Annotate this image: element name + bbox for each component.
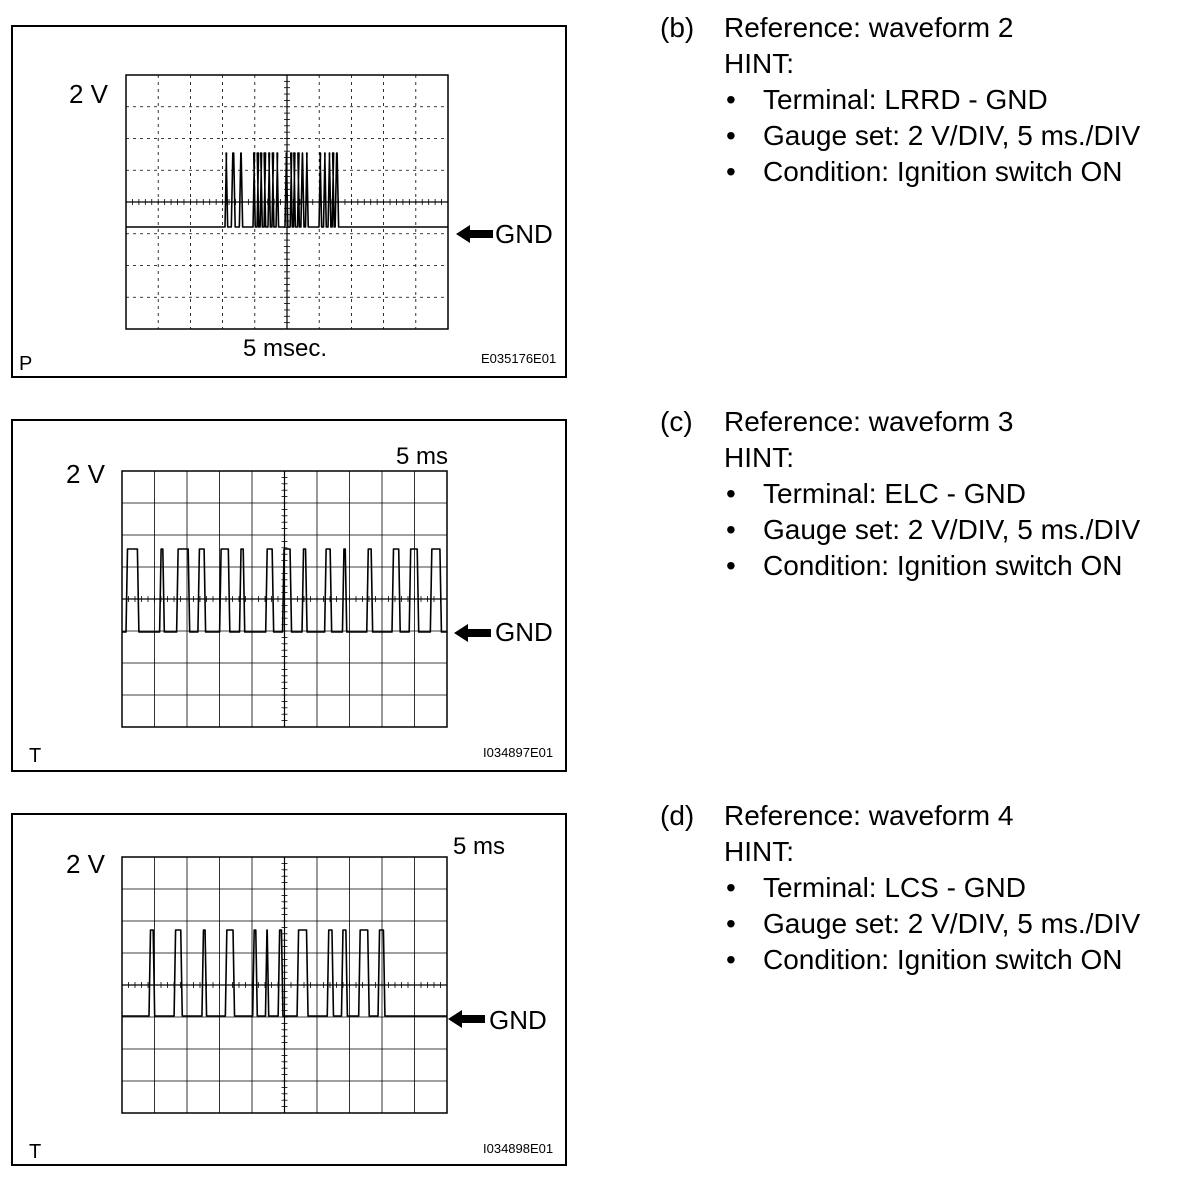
waveform-trace (126, 152, 448, 228)
figure-code: I034897E01 (483, 745, 554, 760)
hint-title: Reference: waveform 2 (724, 12, 1014, 43)
arrow-left-icon (456, 225, 493, 243)
figure-code: E035176E01 (481, 351, 557, 366)
waveform-panel-4: 2 V 5 ms GND T I034898E01 (11, 813, 567, 1166)
arrow-left-icon (448, 1010, 485, 1028)
oscilloscope-screen (125, 74, 493, 330)
corner-letter: T (29, 1141, 42, 1163)
hint-tag: (c) (660, 406, 693, 437)
hint-item-gauge: Gauge set: 2 V/DIV, 5 ms./DIV (763, 514, 1141, 545)
waveform-trace (122, 929, 447, 1017)
volt-div-label: 2 V (66, 849, 106, 879)
waveform-panel-3: 2 V 5 ms GND T I034897E01 (11, 419, 567, 772)
waveform-trace (122, 548, 447, 633)
hint-item-terminal: Terminal: ELC - GND (763, 478, 1026, 509)
bullet-icon: • (726, 156, 736, 187)
hint-label: HINT: (724, 442, 794, 473)
hint-tag: (b) (660, 12, 695, 43)
time-div-label: 5 msec. (243, 335, 328, 362)
hint-label: HINT: (724, 836, 794, 867)
oscilloscope-grid (121, 470, 448, 728)
gnd-label: GND (489, 1005, 547, 1035)
bullet-icon: • (726, 872, 736, 903)
hint-tag: (d) (660, 800, 695, 831)
volt-div-label: 2 V (69, 79, 109, 109)
hint-item-gauge: Gauge set: 2 V/DIV, 5 ms./DIV (763, 908, 1141, 939)
corner-letter: P (19, 353, 33, 375)
hint-label: HINT: (724, 48, 794, 79)
hint-item-terminal: Terminal: LRRD - GND (763, 84, 1048, 115)
bullet-icon: • (726, 120, 736, 151)
bullet-icon: • (726, 908, 736, 939)
trace-path (126, 152, 448, 228)
bullet-icon: • (726, 944, 736, 975)
oscilloscope-grid (121, 856, 448, 1114)
time-div-label: 5 ms (453, 833, 506, 860)
hint-title: Reference: waveform 4 (724, 800, 1014, 831)
bullet-icon: • (726, 550, 736, 581)
oscilloscope-screen (121, 856, 485, 1114)
hint-title: Reference: waveform 3 (724, 406, 1014, 437)
gnd-label: GND (495, 617, 553, 647)
bullet-icon: • (726, 84, 736, 115)
bullet-icon: • (726, 478, 736, 509)
volt-div-label: 2 V (66, 459, 106, 489)
hint-item-gauge: Gauge set: 2 V/DIV, 5 ms./DIV (763, 120, 1141, 151)
hint-item-condition: Condition: Ignition switch ON (763, 156, 1123, 187)
oscilloscope-screen (121, 470, 491, 728)
hint-item-condition: Condition: Ignition switch ON (763, 550, 1123, 581)
time-div-label: 5 ms (396, 443, 449, 470)
trace-path (122, 929, 447, 1017)
hint-item-terminal: Terminal: LCS - GND (763, 872, 1026, 903)
hint-item-condition: Condition: Ignition switch ON (763, 944, 1123, 975)
gnd-label: GND (495, 219, 553, 249)
bullet-icon: • (726, 514, 736, 545)
trace-path (122, 548, 447, 633)
waveform-panel-2: 2 V GND 5 msec. P E035176E01 (11, 25, 567, 378)
corner-letter: T (29, 745, 42, 767)
figure-code: I034898E01 (483, 1141, 554, 1156)
arrow-left-icon (454, 624, 491, 642)
